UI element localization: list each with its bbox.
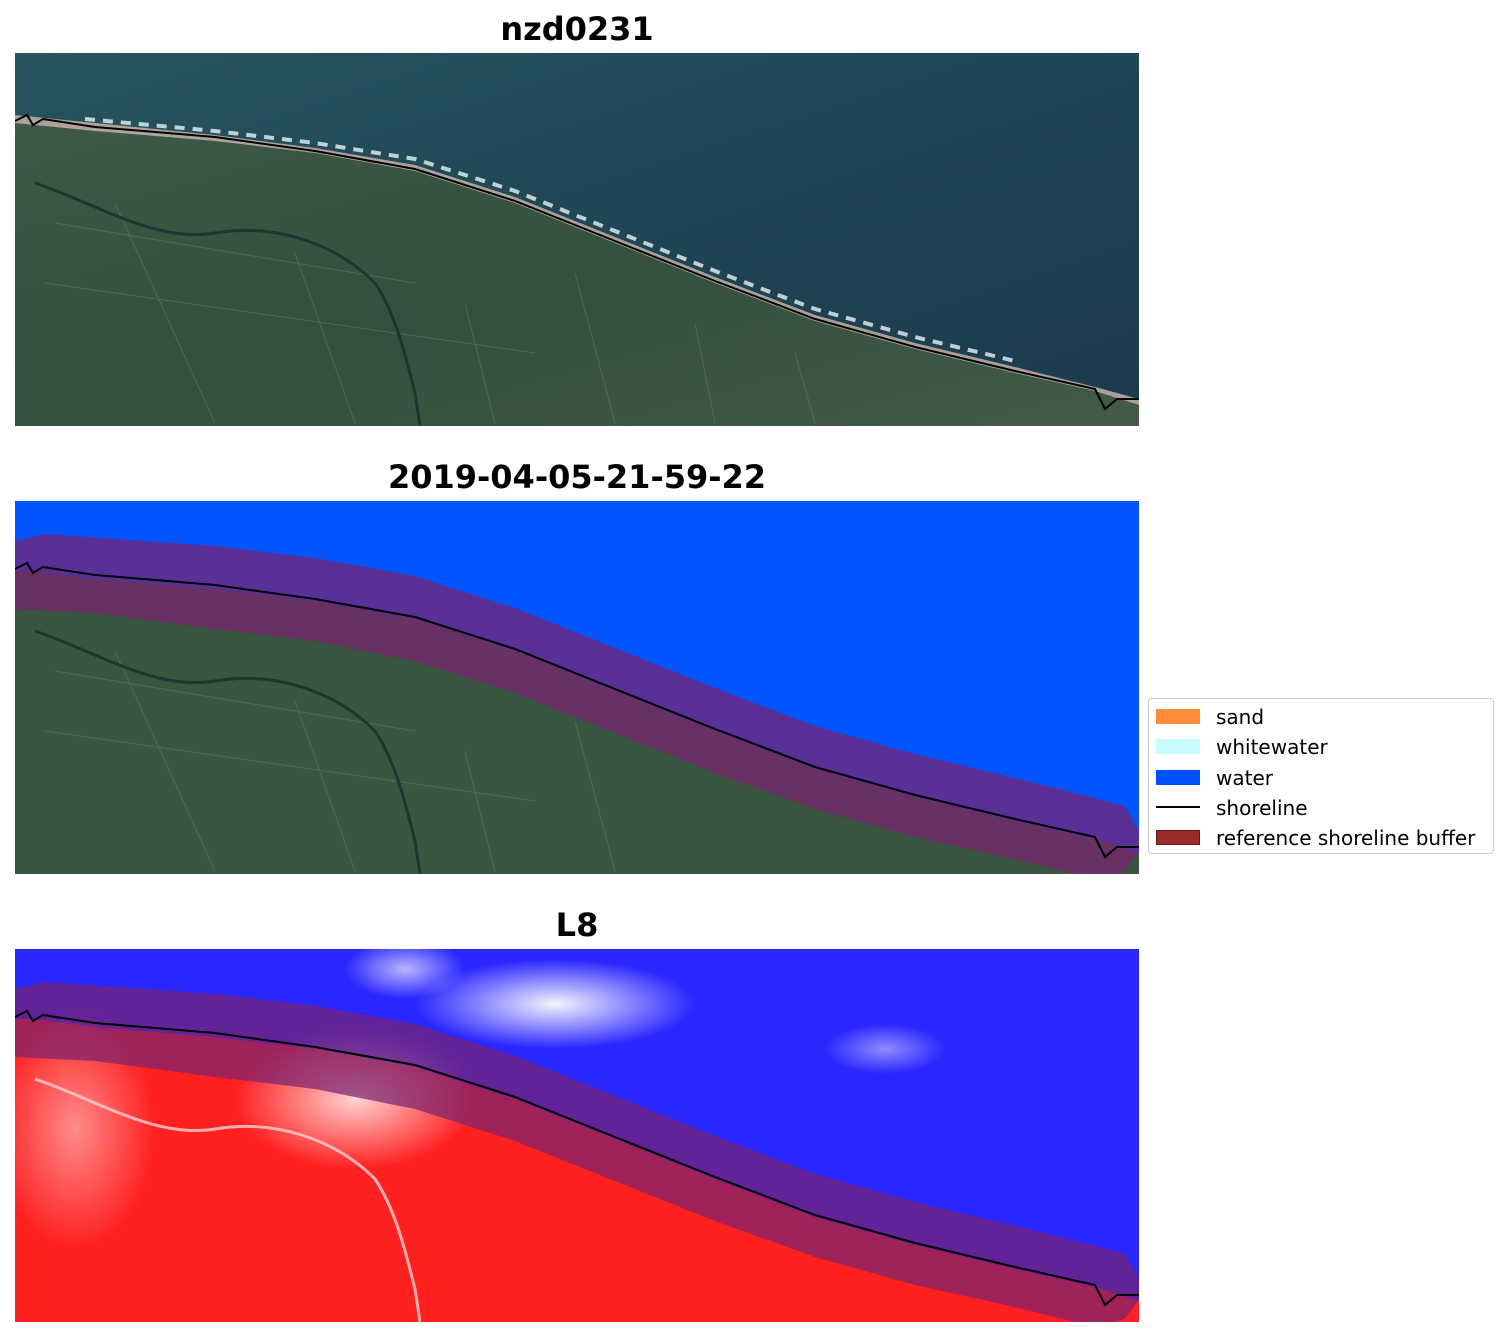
- water-swatch: [1156, 770, 1200, 785]
- river: [34, 1077, 422, 1322]
- bright-land-patch: [15, 1009, 155, 1249]
- index-satellite-image: [15, 949, 1139, 1322]
- rgb-image-panel: [15, 53, 1139, 426]
- cloud: [825, 1024, 945, 1074]
- index-image-panel: [15, 949, 1139, 1322]
- sand-swatch: [1156, 709, 1200, 724]
- shoreline: [15, 113, 1139, 411]
- panel-title-rgb: nzd0231: [500, 10, 654, 48]
- cloud: [415, 959, 695, 1049]
- surf-whitewater: [84, 117, 1016, 363]
- whitewater-swatch: [1156, 739, 1200, 754]
- rgb-satellite-image: [15, 53, 1139, 426]
- land-area: [15, 123, 1139, 426]
- legend-item-sand: sand: [1149, 703, 1493, 729]
- shoreline-line-swatch: [1156, 806, 1200, 808]
- panel-title-classified: 2019-04-05-21-59-22: [387, 458, 767, 496]
- classified-image-panel: [15, 501, 1139, 874]
- legend-label-sand: sand: [1216, 705, 1265, 729]
- panel-title-satellite: L8: [555, 906, 599, 944]
- cloud: [345, 949, 465, 999]
- river: [34, 181, 422, 426]
- classified-satellite-image: [15, 501, 1139, 874]
- legend-label-whitewater: whitewater: [1216, 735, 1328, 759]
- river: [34, 629, 422, 874]
- reference-shoreline-buffer: [15, 534, 1139, 874]
- buffer-swatch: [1156, 830, 1200, 845]
- beach-sand: [15, 115, 1139, 405]
- reference-shoreline-buffer: [15, 982, 1139, 1322]
- field-lines: [44, 650, 616, 872]
- legend-label-shoreline: shoreline: [1216, 796, 1308, 820]
- legend-item-water: water: [1149, 764, 1493, 790]
- legend-label-water: water: [1216, 766, 1273, 790]
- legend: sand whitewater water shoreline referenc…: [1148, 698, 1494, 854]
- legend-label-buffer: reference shoreline buffer: [1216, 826, 1476, 850]
- legend-item-whitewater: whitewater: [1149, 733, 1493, 759]
- shoreline: [15, 561, 1139, 859]
- legend-item-shoreline: shoreline: [1149, 794, 1493, 820]
- shoreline: [15, 1009, 1139, 1307]
- field-lines: [44, 202, 816, 424]
- legend-item-buffer: reference shoreline buffer: [1149, 824, 1493, 850]
